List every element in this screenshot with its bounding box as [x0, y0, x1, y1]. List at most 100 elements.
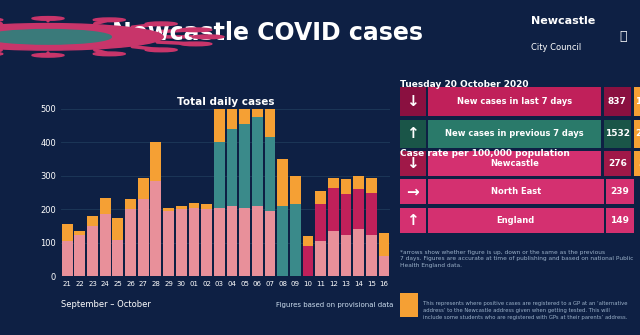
Circle shape — [180, 42, 212, 46]
Text: 🏛: 🏛 — [620, 30, 627, 43]
Circle shape — [192, 35, 224, 39]
Bar — [100, 198, 111, 214]
Text: New cases in last 7 days: New cases in last 7 days — [457, 97, 572, 106]
Bar — [290, 176, 301, 204]
Bar — [214, 87, 225, 142]
Bar — [252, 117, 262, 206]
Bar — [353, 229, 364, 276]
Bar — [277, 206, 288, 276]
Bar — [353, 176, 364, 189]
Circle shape — [93, 52, 125, 56]
Bar — [303, 236, 314, 246]
Text: North East: North East — [491, 187, 541, 196]
Text: New cases in previous 7 days: New cases in previous 7 days — [445, 129, 584, 138]
Text: 239: 239 — [611, 187, 629, 196]
Bar — [340, 234, 351, 276]
Bar — [87, 226, 98, 276]
Bar — [176, 209, 187, 276]
Bar — [366, 178, 377, 193]
Text: ↓: ↓ — [406, 94, 419, 109]
Bar — [61, 241, 72, 276]
Bar — [87, 216, 98, 226]
Bar — [125, 209, 136, 276]
Text: 276: 276 — [608, 159, 627, 168]
Bar — [290, 204, 301, 276]
Bar — [163, 208, 174, 211]
Bar — [316, 204, 326, 241]
Bar — [61, 224, 72, 241]
Text: 1113: 1113 — [635, 97, 640, 106]
Bar — [74, 234, 85, 276]
Bar — [328, 188, 339, 231]
Bar — [100, 214, 111, 276]
Bar — [303, 246, 314, 276]
Text: 837: 837 — [608, 97, 627, 106]
Text: September – October: September – October — [61, 299, 150, 309]
Bar — [328, 231, 339, 276]
Bar — [125, 199, 136, 209]
Bar — [328, 178, 339, 188]
Bar — [366, 193, 377, 234]
Circle shape — [32, 17, 64, 20]
Bar — [201, 209, 212, 276]
Circle shape — [0, 23, 163, 50]
Text: Case rate per 100,000 population: Case rate per 100,000 population — [400, 149, 570, 158]
Bar — [379, 233, 390, 256]
Text: 149: 149 — [611, 216, 629, 225]
Text: City Council: City Council — [531, 44, 582, 52]
Bar — [150, 181, 161, 276]
Bar — [239, 60, 250, 124]
Circle shape — [145, 48, 177, 52]
Bar — [74, 231, 85, 234]
Bar — [214, 208, 225, 276]
Text: 2410: 2410 — [635, 129, 640, 138]
Bar — [214, 142, 225, 208]
Bar — [264, 211, 275, 276]
Bar — [252, 55, 262, 117]
Bar — [227, 74, 237, 129]
Text: →: → — [406, 184, 419, 199]
Bar — [239, 124, 250, 208]
Bar — [340, 194, 351, 234]
Text: Newcastle: Newcastle — [531, 16, 595, 26]
Bar — [227, 206, 237, 276]
Text: Figures based on provisional data: Figures based on provisional data — [276, 302, 394, 308]
Text: This represents where positive cases are registered to a GP at an ‘alternative
a: This represents where positive cases are… — [423, 302, 628, 320]
Bar — [316, 191, 326, 204]
Bar — [252, 206, 262, 276]
Bar — [277, 159, 288, 206]
Circle shape — [145, 22, 177, 26]
Bar — [113, 240, 124, 276]
Bar — [176, 206, 187, 209]
Text: Tuesday 20 October 2020: Tuesday 20 October 2020 — [400, 80, 529, 89]
Text: 1532: 1532 — [605, 129, 630, 138]
Bar — [201, 204, 212, 209]
Text: England: England — [497, 216, 535, 225]
Circle shape — [0, 52, 3, 56]
Text: ↑: ↑ — [406, 126, 419, 141]
Bar — [316, 241, 326, 276]
Bar — [366, 234, 377, 276]
Text: 368: 368 — [638, 159, 640, 168]
Circle shape — [0, 29, 111, 44]
Text: Newcastle COVID cases: Newcastle COVID cases — [112, 21, 423, 45]
Bar — [379, 256, 390, 276]
Text: ↑: ↑ — [406, 213, 419, 228]
Bar — [264, 137, 275, 211]
Text: *arrows show whether figure is up, down or the same as the previous
7 days. Figu: *arrows show whether figure is up, down … — [400, 250, 634, 268]
Bar — [264, 79, 275, 137]
Bar — [340, 179, 351, 194]
Text: ↓: ↓ — [406, 156, 419, 171]
Bar — [150, 142, 161, 181]
Bar — [138, 199, 148, 276]
Circle shape — [32, 53, 64, 57]
Bar — [189, 203, 199, 208]
Bar — [138, 178, 148, 199]
Bar — [163, 211, 174, 276]
Bar — [353, 189, 364, 229]
Bar — [189, 208, 199, 276]
Bar — [227, 129, 237, 206]
Circle shape — [93, 18, 125, 22]
Bar — [239, 208, 250, 276]
Circle shape — [180, 28, 212, 31]
